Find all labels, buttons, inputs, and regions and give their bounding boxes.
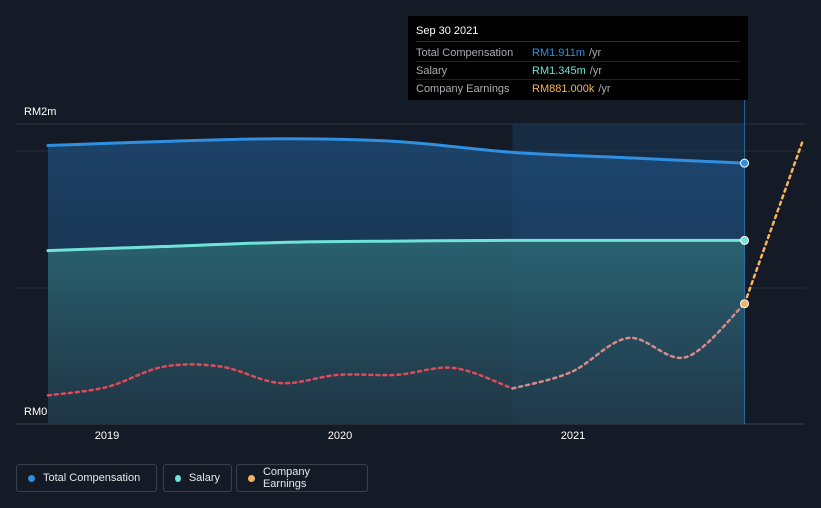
salary-area bbox=[48, 240, 745, 424]
legend-dot-icon bbox=[175, 474, 181, 482]
tooltip-label: Total Compensation bbox=[416, 46, 514, 59]
x-tick-2021: 2021 bbox=[560, 430, 586, 442]
tooltip-value: RM1.345m bbox=[532, 64, 586, 77]
tooltip-label: Salary bbox=[416, 64, 448, 77]
total-compensation-point bbox=[740, 158, 750, 168]
tooltip-unit: /yr bbox=[588, 46, 602, 59]
company-earnings-forecast-line bbox=[743, 138, 805, 305]
y-axis-bottom-label: RM0 bbox=[24, 406, 48, 418]
legend-item-total-compensation[interactable]: Total Compensation bbox=[16, 464, 157, 492]
company-earnings-line bbox=[46, 363, 514, 397]
legend-label: Total Compensation bbox=[43, 472, 141, 484]
legend-item-company-earnings[interactable]: Company Earnings bbox=[236, 464, 368, 492]
tooltip-row-total-compensation: Total Compensation RM1.911m /yr bbox=[416, 44, 740, 62]
tooltip-row-company-earnings: Company Earnings RM881.000k /yr bbox=[416, 80, 740, 97]
tooltip-value: RM1.911m bbox=[532, 46, 585, 59]
x-tick-2020: 2020 bbox=[327, 430, 353, 442]
tooltip-row-salary: Salary RM1.345m /yr bbox=[416, 62, 740, 80]
tooltip-unit: /yr bbox=[589, 64, 603, 77]
legend-dot-icon bbox=[248, 474, 255, 482]
x-tick-2019: 2019 bbox=[94, 430, 120, 442]
total-compensation-line bbox=[46, 137, 747, 165]
tooltip-date: Sep 30 2021 bbox=[416, 25, 740, 42]
legend-item-salary[interactable]: Salary bbox=[163, 464, 232, 492]
tooltip-label: Company Earnings bbox=[416, 82, 510, 95]
salary-line bbox=[46, 238, 747, 253]
salary-point bbox=[740, 235, 750, 245]
legend-label: Company Earnings bbox=[262, 466, 311, 490]
company-earnings-point bbox=[740, 299, 750, 309]
company-earnings-line bbox=[511, 302, 746, 390]
legend-dot-icon bbox=[28, 474, 35, 482]
tooltip-unit: /yr bbox=[598, 82, 611, 95]
legend-label: Salary bbox=[188, 472, 220, 484]
y-axis-top-label: RM2m bbox=[24, 106, 57, 118]
tooltip-value: RM881.000k bbox=[532, 82, 595, 95]
chart-tooltip: Sep 30 2021 Total Compensation RM1.911m … bbox=[408, 16, 748, 100]
